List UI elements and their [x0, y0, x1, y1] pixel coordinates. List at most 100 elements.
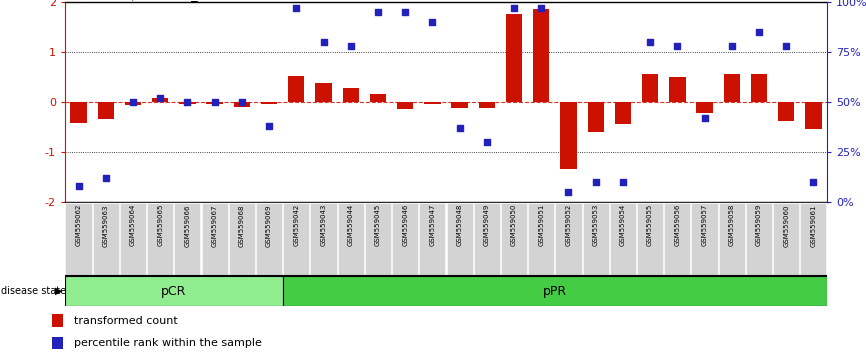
- Text: pCR: pCR: [161, 285, 186, 298]
- Bar: [397, 102, 413, 109]
- Bar: [65, 276, 282, 306]
- Bar: [560, 102, 577, 169]
- Point: [99, 175, 113, 181]
- Point: [425, 19, 439, 24]
- Point: [371, 9, 385, 15]
- Bar: [70, 102, 87, 123]
- Text: GSM559052: GSM559052: [565, 204, 572, 246]
- FancyBboxPatch shape: [501, 203, 527, 275]
- Bar: [152, 98, 168, 102]
- Text: GSM559043: GSM559043: [320, 204, 326, 246]
- Bar: [370, 94, 386, 102]
- Bar: [234, 102, 250, 107]
- Text: GSM559042: GSM559042: [294, 204, 300, 246]
- FancyBboxPatch shape: [365, 203, 391, 275]
- Point: [561, 189, 575, 195]
- Point: [72, 183, 86, 189]
- Point: [670, 43, 684, 48]
- Point: [480, 139, 494, 144]
- Bar: [696, 102, 713, 113]
- Text: GSM559064: GSM559064: [130, 204, 136, 246]
- Point: [180, 99, 194, 105]
- Text: GSM559055: GSM559055: [647, 204, 653, 246]
- FancyBboxPatch shape: [447, 203, 473, 275]
- FancyBboxPatch shape: [528, 203, 554, 275]
- Text: GSM559056: GSM559056: [675, 204, 681, 246]
- FancyBboxPatch shape: [637, 203, 663, 275]
- Text: GSM559062: GSM559062: [75, 204, 81, 246]
- Text: GSM559046: GSM559046: [402, 204, 408, 246]
- Text: GSM559066: GSM559066: [184, 204, 191, 246]
- Bar: [52, 337, 63, 349]
- FancyBboxPatch shape: [283, 203, 309, 275]
- FancyBboxPatch shape: [773, 203, 799, 275]
- Point: [262, 123, 276, 129]
- Text: GSM559050: GSM559050: [511, 204, 517, 246]
- Point: [643, 39, 657, 45]
- FancyBboxPatch shape: [419, 203, 445, 275]
- Bar: [506, 14, 522, 102]
- Point: [208, 99, 222, 105]
- FancyBboxPatch shape: [310, 203, 337, 275]
- Text: GSM559060: GSM559060: [783, 204, 789, 246]
- FancyBboxPatch shape: [338, 203, 364, 275]
- Text: GSM559053: GSM559053: [592, 204, 598, 246]
- Text: GSM559054: GSM559054: [620, 204, 626, 246]
- Text: ▶: ▶: [55, 286, 62, 296]
- Bar: [587, 102, 604, 132]
- Text: GSM559068: GSM559068: [239, 204, 245, 246]
- Point: [752, 29, 766, 35]
- Bar: [315, 83, 332, 102]
- Text: percentile rank within the sample: percentile rank within the sample: [74, 338, 262, 348]
- FancyBboxPatch shape: [800, 203, 826, 275]
- Point: [317, 39, 331, 45]
- Text: GSM559058: GSM559058: [729, 204, 734, 246]
- FancyBboxPatch shape: [174, 203, 201, 275]
- Bar: [52, 314, 63, 327]
- Text: GSM559044: GSM559044: [348, 204, 353, 246]
- FancyBboxPatch shape: [719, 203, 745, 275]
- FancyBboxPatch shape: [746, 203, 772, 275]
- Text: GSM559061: GSM559061: [811, 204, 817, 246]
- Bar: [751, 74, 767, 102]
- Text: GSM559065: GSM559065: [158, 204, 163, 246]
- Point: [534, 5, 548, 11]
- FancyBboxPatch shape: [583, 203, 609, 275]
- Bar: [424, 102, 441, 104]
- Point: [153, 95, 167, 101]
- Point: [507, 5, 521, 11]
- FancyBboxPatch shape: [474, 203, 500, 275]
- Point: [235, 99, 249, 105]
- Text: GSM559048: GSM559048: [456, 204, 462, 246]
- Text: GSM559047: GSM559047: [430, 204, 436, 246]
- Bar: [642, 74, 658, 102]
- Text: disease state: disease state: [1, 286, 66, 296]
- Point: [589, 179, 603, 185]
- Text: pPR: pPR: [543, 285, 567, 298]
- Point: [806, 179, 820, 185]
- Text: GSM559051: GSM559051: [539, 204, 544, 246]
- Point: [398, 9, 412, 15]
- FancyBboxPatch shape: [147, 203, 173, 275]
- FancyBboxPatch shape: [392, 203, 418, 275]
- Point: [698, 115, 712, 121]
- FancyBboxPatch shape: [120, 203, 146, 275]
- Point: [289, 5, 303, 11]
- Bar: [206, 102, 223, 104]
- FancyBboxPatch shape: [256, 203, 282, 275]
- Text: GSM559057: GSM559057: [701, 204, 708, 246]
- FancyBboxPatch shape: [93, 203, 119, 275]
- Text: GSM559045: GSM559045: [375, 204, 381, 246]
- Bar: [282, 276, 827, 306]
- Bar: [805, 102, 822, 129]
- Bar: [451, 102, 468, 108]
- Bar: [724, 74, 740, 102]
- Text: GSM559049: GSM559049: [484, 204, 490, 246]
- Bar: [125, 102, 141, 105]
- Text: GSM559063: GSM559063: [103, 204, 109, 246]
- Bar: [98, 102, 114, 119]
- Bar: [479, 102, 495, 108]
- Text: GDS3721 / 204980_at: GDS3721 / 204980_at: [65, 0, 211, 1]
- FancyBboxPatch shape: [229, 203, 255, 275]
- FancyBboxPatch shape: [202, 203, 228, 275]
